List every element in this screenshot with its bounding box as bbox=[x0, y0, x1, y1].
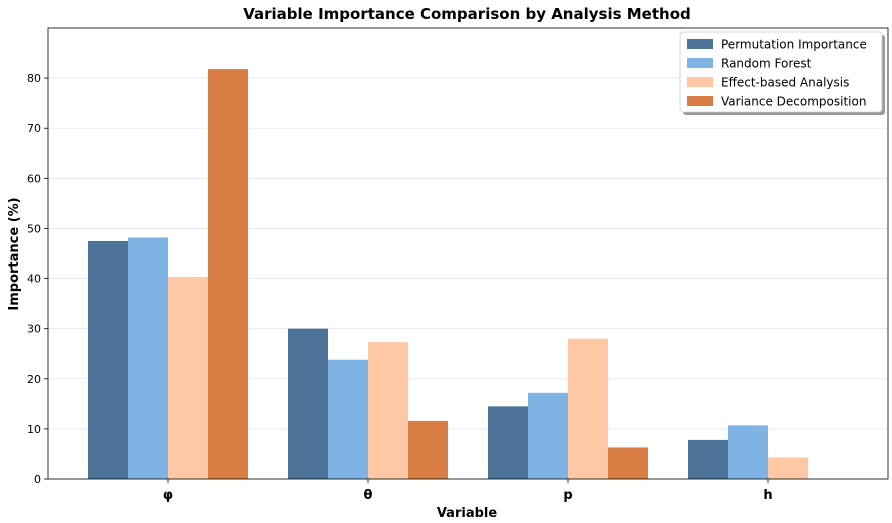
legend-swatch bbox=[687, 77, 713, 87]
bar bbox=[208, 69, 248, 479]
y-tick-label: 40 bbox=[27, 273, 41, 286]
y-tick-label: 10 bbox=[27, 423, 41, 436]
x-tick-label: p bbox=[563, 488, 572, 503]
bar bbox=[168, 277, 208, 479]
x-tick-label: h bbox=[763, 488, 772, 503]
bar bbox=[488, 406, 528, 479]
bar bbox=[408, 420, 448, 479]
bar bbox=[328, 359, 368, 479]
legend-label: Random Forest bbox=[721, 57, 812, 71]
legend-label: Effect-based Analysis bbox=[721, 76, 849, 90]
chart-title: Variable Importance Comparison by Analys… bbox=[243, 5, 691, 23]
legend-label: Permutation Importance bbox=[721, 38, 867, 52]
y-tick-label: 0 bbox=[34, 473, 41, 486]
bar bbox=[528, 392, 568, 479]
y-tick-label: 50 bbox=[27, 222, 41, 235]
bar bbox=[288, 328, 328, 479]
x-tick-label: θ bbox=[364, 488, 373, 503]
bar bbox=[728, 425, 768, 479]
y-tick-label: 20 bbox=[27, 373, 41, 386]
y-tick-label: 80 bbox=[27, 72, 41, 85]
bar bbox=[608, 447, 648, 479]
legend-swatch bbox=[687, 39, 713, 49]
bar bbox=[88, 240, 128, 479]
bars bbox=[88, 69, 808, 479]
x-axis-label: Variable bbox=[437, 506, 498, 521]
legend-swatch bbox=[687, 96, 713, 106]
bar bbox=[768, 457, 808, 479]
legend: Permutation Importance Random Forest Effec… bbox=[679, 31, 885, 115]
legend-swatch bbox=[687, 58, 713, 68]
y-axis-label: Importance (%) bbox=[7, 197, 22, 310]
y-tick-label: 70 bbox=[27, 122, 41, 135]
legend-box bbox=[679, 31, 883, 113]
legend-label: Variance Decomposition bbox=[721, 95, 866, 109]
bar bbox=[688, 439, 728, 479]
bar bbox=[128, 237, 168, 479]
y-tick-label: 60 bbox=[27, 172, 41, 185]
y-axis-ticks: 0 10 20 30 40 50 60 70 80 bbox=[27, 72, 48, 486]
plot-frame bbox=[47, 27, 889, 480]
y-tick-label: 30 bbox=[27, 323, 41, 336]
x-tick-label: φ bbox=[163, 488, 173, 503]
bar bbox=[368, 342, 408, 479]
bar bbox=[568, 338, 608, 479]
